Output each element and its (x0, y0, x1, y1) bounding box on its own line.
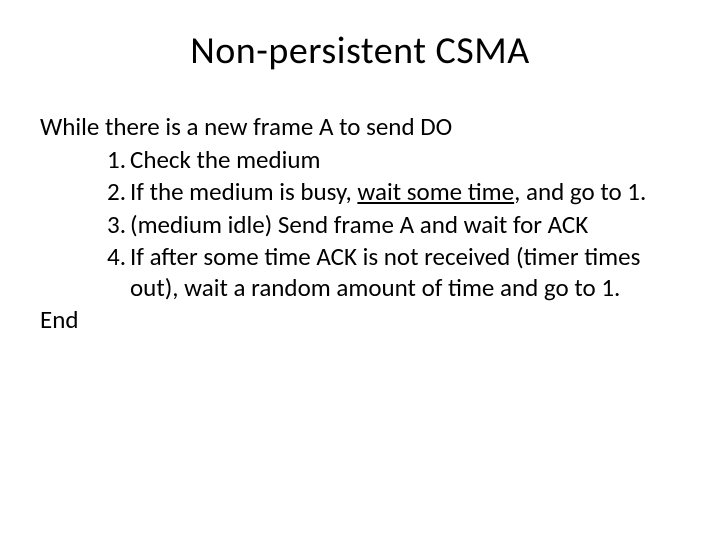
step-item: If the medium is busy, wait some time, a… (130, 177, 680, 208)
step-prefix: If the medium is busy, (130, 176, 357, 207)
step-underlined: wait some time (357, 176, 514, 207)
step-item: If after some time ACK is not received (… (130, 242, 680, 303)
slide: Non-persistent CSMA While there is a new… (0, 0, 720, 540)
end-line: End (40, 305, 680, 336)
intro-line: While there is a new frame A to send DO (40, 112, 680, 143)
step-suffix: , and go to 1. (514, 176, 646, 207)
step-item: (medium idle) Send frame A and wait for … (130, 210, 680, 241)
slide-title: Non-persistent CSMA (0, 0, 720, 94)
step-item: Check the medium (130, 145, 680, 176)
slide-body: While there is a new frame A to send DO … (0, 94, 720, 336)
step-text: If after some time ACK is not received (… (130, 241, 640, 303)
steps-list: Check the medium If the medium is busy, … (40, 145, 680, 304)
step-text: (medium idle) Send frame A and wait for … (130, 209, 588, 240)
step-text: Check the medium (130, 144, 320, 175)
